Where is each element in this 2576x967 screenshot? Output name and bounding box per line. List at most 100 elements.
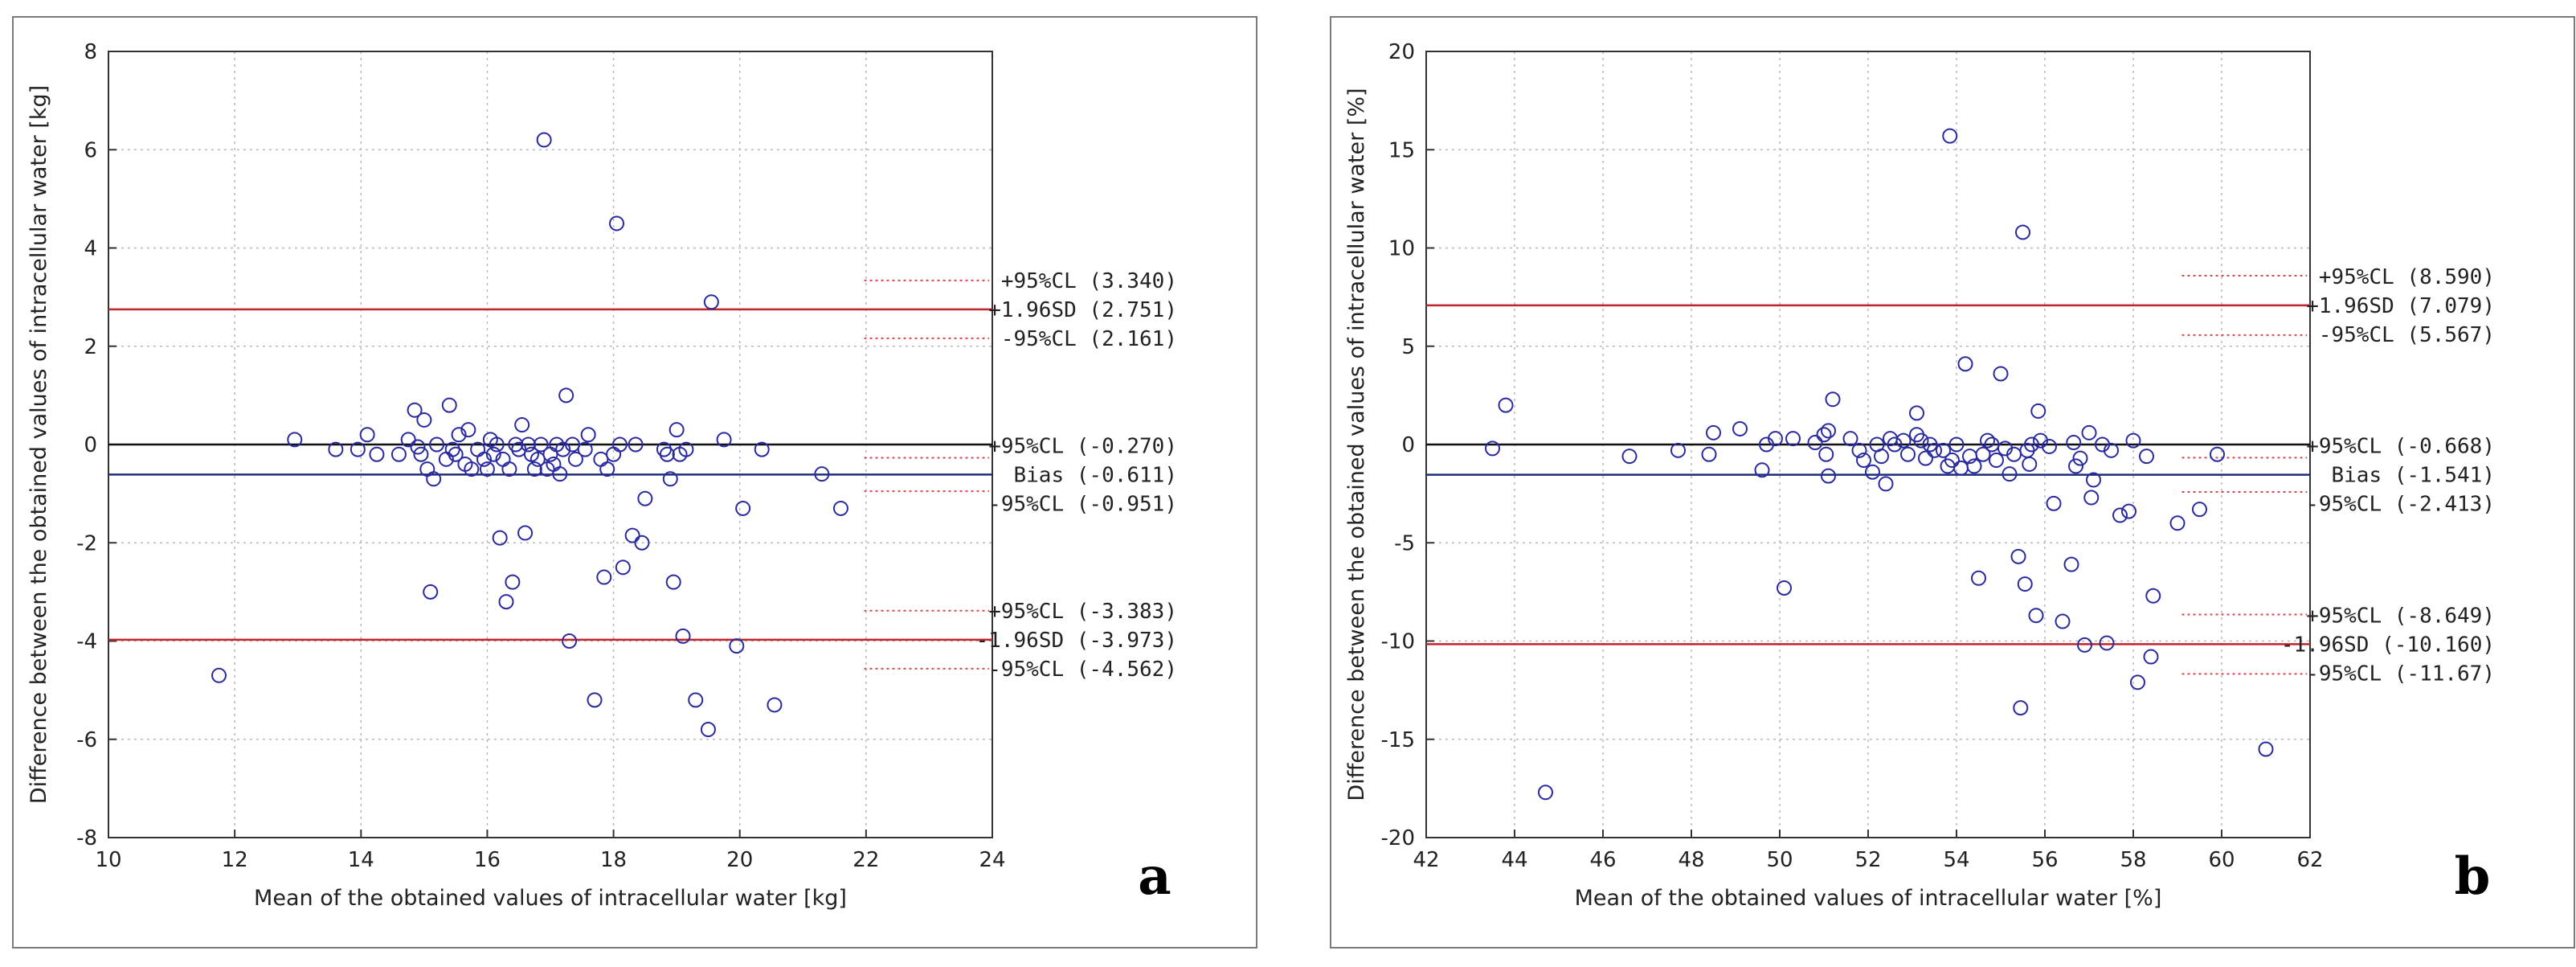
data-point — [1621, 449, 1638, 465]
annotation-upper-1: +1.96SD (2.751) — [988, 298, 1177, 322]
data-point — [1957, 356, 1973, 372]
data-point — [2042, 438, 2057, 454]
data-point — [558, 387, 574, 404]
data-point — [729, 638, 745, 654]
y-tick-label: -8 — [76, 826, 97, 850]
data-point — [567, 451, 583, 467]
data-point — [2143, 649, 2159, 665]
data-point — [476, 451, 492, 467]
data-point — [514, 417, 530, 433]
data-point — [1768, 431, 1783, 447]
data-point — [448, 446, 464, 462]
data-point — [1944, 453, 1960, 469]
data-point — [552, 466, 568, 482]
x-tick-label: 44 — [1501, 848, 1527, 872]
data-point — [1670, 442, 1686, 458]
data-point — [1948, 436, 1965, 453]
data-point — [2022, 456, 2038, 472]
data-point — [1842, 431, 1858, 447]
data-point — [1865, 464, 1880, 480]
data-point — [426, 471, 442, 487]
annotation-bias-1: Bias (-1.541) — [2332, 464, 2496, 488]
annotation-bias-2: -95%CL (-2.413) — [2306, 493, 2495, 517]
data-point — [2002, 466, 2018, 482]
data-point — [1816, 427, 1832, 443]
data-point — [1818, 446, 1834, 462]
y-tick-label: 15 — [1388, 138, 1415, 162]
data-point — [593, 451, 609, 467]
data-point — [287, 432, 303, 448]
data-point — [1732, 420, 1748, 436]
x-tick-label: 14 — [348, 848, 374, 872]
x-tick-label: 12 — [222, 848, 248, 872]
data-point — [2028, 608, 2044, 624]
y-tick-label: -15 — [1381, 728, 1415, 752]
data-point — [1980, 432, 1995, 449]
data-point — [688, 692, 704, 708]
data-point — [675, 628, 691, 644]
data-point — [1936, 442, 1951, 458]
y-tick-label: 0 — [1401, 433, 1415, 457]
annotation-upper-0: +95%CL (8.590) — [2319, 265, 2495, 289]
x-tick-label: 54 — [1943, 848, 1969, 872]
data-point — [754, 441, 770, 457]
data-point — [485, 446, 501, 462]
data-point — [2010, 548, 2026, 564]
data-point — [700, 722, 716, 738]
y-tick-label: 6 — [84, 138, 97, 162]
chart-b: 42 44 46 48 50 52 54 56 58 60 62 -20 -15 -10 -5 0 5 10 15 2… — [1344, 40, 2496, 911]
annotation-bias-0: +95%CL (-0.270) — [988, 434, 1177, 458]
data-point — [1785, 431, 1801, 447]
x-tick-label: 24 — [979, 848, 1005, 872]
data-point — [703, 294, 719, 310]
data-point — [416, 412, 432, 428]
data-point — [611, 436, 628, 453]
data-point — [505, 574, 521, 590]
panel-a: 10 12 14 16 18 20 22 24 -8 -6 -4 -2 0 2 4 6 8 +95%CL (3.3… — [12, 16, 1257, 949]
data-point — [429, 436, 445, 453]
data-point — [2169, 515, 2186, 531]
y-tick-label: -2 — [76, 531, 97, 555]
y-tick-label: 2 — [84, 335, 97, 359]
x-tick-label: 52 — [1854, 848, 1881, 872]
data-point — [577, 441, 593, 457]
data-point — [1485, 440, 1500, 457]
data-point — [2192, 502, 2207, 518]
data-point — [460, 422, 476, 438]
data-point — [1538, 785, 1553, 801]
data-point — [498, 594, 514, 610]
y-tick-label: 4 — [84, 237, 97, 261]
data-point — [2081, 424, 2097, 440]
data-point — [2104, 442, 2119, 458]
data-point — [2130, 674, 2145, 690]
data-point — [735, 500, 751, 516]
x-tick-label: 60 — [2208, 848, 2235, 872]
annotation-upper-2: -95%CL (5.567) — [2319, 323, 2495, 347]
x-tick-label: 18 — [600, 848, 627, 872]
data-point — [596, 569, 612, 585]
data-point — [211, 667, 227, 683]
data-point — [716, 432, 732, 448]
data-point — [407, 402, 423, 418]
annotation-lower-2: -95%CL (-4.562) — [988, 658, 1177, 682]
data-point — [2024, 436, 2039, 453]
data-point — [615, 559, 631, 576]
data-point — [328, 441, 344, 457]
data-point — [587, 692, 603, 708]
data-point — [1706, 424, 1721, 440]
data-point — [678, 441, 694, 457]
data-point — [562, 633, 578, 649]
data-point — [1918, 450, 1933, 466]
data-point — [542, 446, 558, 462]
data-point — [1754, 462, 1770, 478]
data-point — [2068, 458, 2083, 474]
data-point — [413, 446, 429, 462]
data-point — [1887, 436, 1903, 453]
data-point — [2210, 446, 2225, 462]
data-point — [1909, 405, 1924, 421]
data-point — [2086, 472, 2101, 488]
data-point — [1856, 453, 1871, 469]
annotation-bias-2: -95%CL (-0.951) — [988, 492, 1177, 516]
data-point — [1913, 432, 1929, 449]
data-point — [669, 422, 685, 438]
